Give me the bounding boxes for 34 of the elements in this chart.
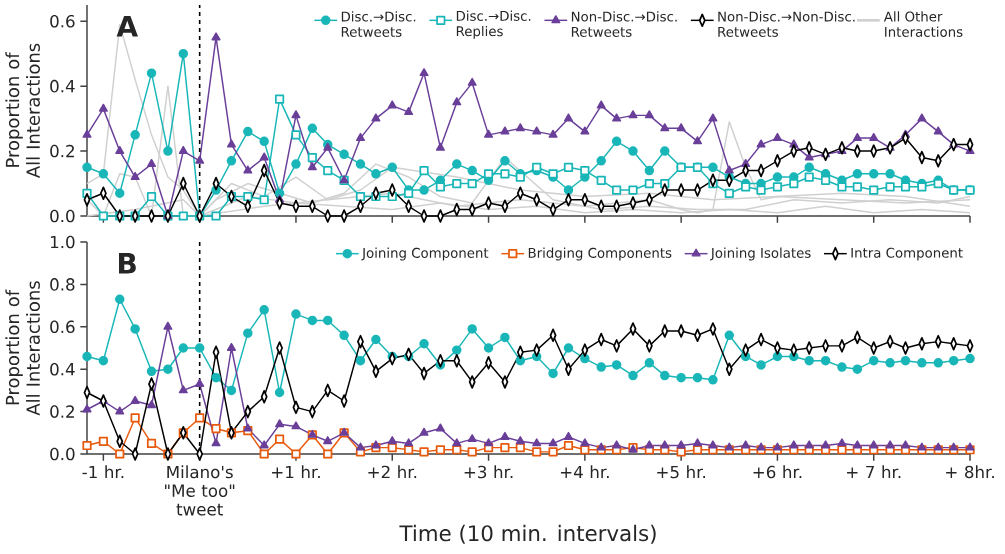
x-tick-label: +5 hr.	[657, 465, 705, 479]
x-tick-label: +4 hr.	[560, 465, 609, 479]
y-axis-title: Proportion of All Interactions	[5, 281, 40, 416]
x-tick-label: +6 hr.	[753, 465, 802, 479]
x-tick-label: Milano's "Me too" tweet	[165, 465, 235, 516]
y-tick-label: 0.0	[50, 209, 75, 223]
y-tick-label: 0.4	[50, 79, 75, 93]
legend-label: Disc.→Disc. Retweets	[341, 11, 416, 37]
x-tick-label: +3 hr.	[464, 465, 513, 479]
x-tick-label: +2 hr.	[368, 465, 417, 479]
x-axis-title: Time (10 min. intervals)	[399, 524, 656, 544]
y-tick-label: 0.4	[50, 362, 75, 376]
legend-label: Bridging Components	[528, 247, 672, 261]
y-tick-label: 0.6	[50, 14, 75, 28]
legend-label: Disc.→Disc. Replies	[456, 10, 531, 39]
x-tick-label: -1 hr.	[82, 465, 124, 479]
y-axis-title: Proportion of All Interactions	[5, 43, 40, 179]
annotation: A	[116, 16, 138, 37]
annotation: B	[119, 253, 136, 274]
y-tick-label: 0.0	[50, 447, 75, 461]
y-tick-label: 0.2	[50, 405, 74, 418]
y-tick-label: 0.2	[50, 144, 74, 158]
legend-label: Joining Isolates	[710, 247, 811, 261]
legend-label: Non-Disc.→Disc. Retweets	[571, 11, 677, 37]
x-tick-label: + 8hr.	[946, 465, 994, 479]
legend-label: All Other Interactions	[883, 11, 963, 37]
x-tick-label: +1 hr.	[272, 465, 320, 479]
legend-label: Intra Component	[851, 247, 963, 261]
legend-label: Joining Component	[361, 247, 489, 261]
x-tick-label: + 7 hr.	[847, 465, 901, 479]
legend-label: Non-Disc.→Non-Disc. Retweets	[718, 11, 855, 37]
y-tick-label: 0.8	[50, 278, 75, 291]
y-tick-label: 0.6	[50, 320, 75, 334]
y-tick-label: 1.0	[50, 235, 75, 249]
